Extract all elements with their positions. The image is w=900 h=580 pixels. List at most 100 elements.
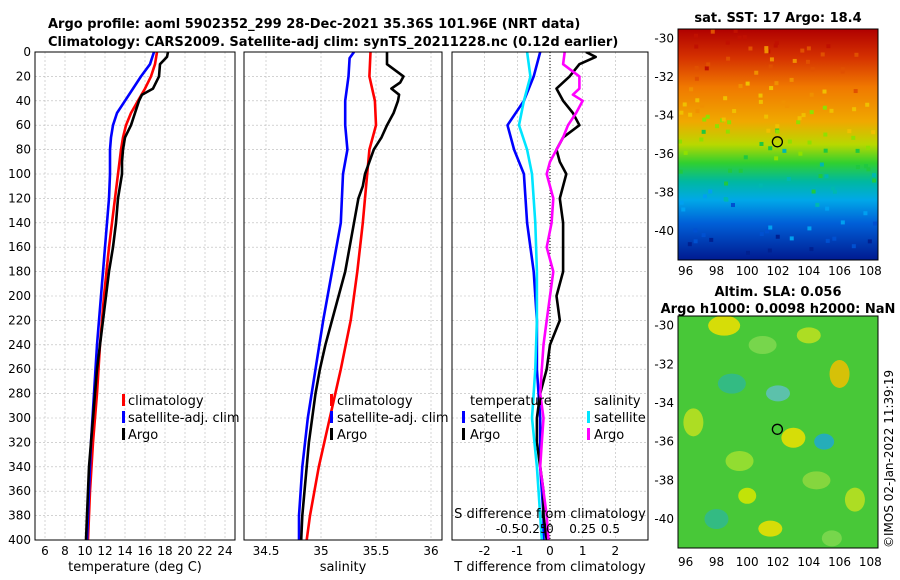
sst-cell <box>840 69 845 74</box>
y-tick-label: 380 <box>8 509 31 523</box>
series-line-climatology <box>305 52 378 540</box>
lon-tick-label: 96 <box>678 555 693 569</box>
sst-cell <box>824 174 829 179</box>
lon-tick-label: 98 <box>709 555 724 569</box>
x-tick-label: 18 <box>157 544 172 558</box>
salinity-axes-box <box>243 51 443 541</box>
sst-cell <box>805 59 810 64</box>
sst-cell <box>694 33 699 38</box>
lon-tick-label: 100 <box>736 264 759 278</box>
temperature-axes-box <box>34 51 236 541</box>
lat-tick-label: -30 <box>654 32 674 46</box>
y-tick-label: 40 <box>16 94 31 108</box>
temperature-tick-labels: 6 8 10 12 14 16 18 20 22 24 <box>41 544 232 558</box>
lat-tick-label: -32 <box>654 70 674 84</box>
sst-cell <box>807 140 812 145</box>
sst-cell <box>767 248 772 253</box>
lon-tick-label: 100 <box>736 555 759 569</box>
sst-cell <box>702 194 707 199</box>
sst-cell <box>826 44 831 49</box>
sst-cell <box>807 226 812 231</box>
sst-cell <box>678 169 683 174</box>
sla-map-tick-labels: 96 98 100 102 104 106 108 -30 -32 -34 -36 -38 -40 <box>654 319 881 569</box>
sst-cell <box>768 64 773 69</box>
sst-cell <box>737 35 742 40</box>
y-tick-label: 120 <box>8 191 31 205</box>
y-tick-label: 260 <box>8 362 31 376</box>
sst-cell <box>785 103 790 108</box>
sst-cell <box>832 189 837 194</box>
sst-cell <box>782 148 787 153</box>
sst-cell <box>867 239 872 244</box>
y-tick-label: 60 <box>16 118 31 132</box>
sst-cell <box>832 236 837 241</box>
sst-cell <box>825 238 830 243</box>
legend-label-s-satellite: satellite <box>594 411 646 426</box>
y-tick-label: 80 <box>16 143 31 157</box>
sst-cell <box>866 167 871 172</box>
sla-anomaly-blob <box>708 316 741 336</box>
temperature-grid <box>35 51 235 541</box>
legend-label-s-argo: Argo <box>594 428 624 443</box>
sst-cell <box>847 129 852 134</box>
sst-cell <box>758 93 763 98</box>
sla-anomaly-blob <box>781 427 806 448</box>
x-tick-label: 36 <box>423 544 438 558</box>
series-line-argo <box>84 52 170 540</box>
x-tick-label: 0 <box>546 544 554 558</box>
sst-cell <box>742 35 747 40</box>
x-tick-label: 35.5 <box>363 544 390 558</box>
sst-cell <box>774 156 779 161</box>
y-tick-label: 280 <box>8 387 31 401</box>
legend-swatch-satellite-adj <box>122 411 125 423</box>
y-tick-label: 400 <box>8 533 31 547</box>
sla-anomaly-blob <box>796 327 821 344</box>
sst-cell <box>871 130 876 135</box>
sst-cell <box>872 173 877 178</box>
sst-cell <box>694 44 699 49</box>
sst-cell <box>863 211 868 216</box>
legend-label-argo: Argo <box>337 428 367 443</box>
lon-tick-label: 102 <box>767 264 790 278</box>
sst-cell <box>818 174 823 179</box>
sst-cell <box>733 29 738 34</box>
s-tick-label: 0.25 <box>569 522 596 536</box>
sst-cell <box>798 151 803 156</box>
sla-map-title-line1: Altim. SLA: 0.056 <box>715 285 842 300</box>
x-tick-label: 6 <box>41 544 49 558</box>
sst-cell <box>699 137 704 142</box>
sst-cell <box>851 244 856 249</box>
figure-title-line1: Argo profile: aoml 5902352_299 28-Dec-20… <box>48 17 580 32</box>
series-line-salinity-satellite <box>517 52 544 540</box>
y-tick-label: 320 <box>8 435 31 449</box>
y-tick-label: 220 <box>8 313 31 327</box>
legend-label-climatology: climatology <box>337 394 413 409</box>
sst-cell <box>745 250 750 255</box>
lat-tick-label: -40 <box>654 512 674 526</box>
lat-tick-label: -40 <box>654 224 674 238</box>
sst-cell <box>774 81 779 86</box>
sst-cell <box>700 103 705 108</box>
x-tick-label: 1 <box>579 544 587 558</box>
sst-cell <box>819 162 824 167</box>
sst-cell <box>708 189 713 194</box>
lon-tick-label: 108 <box>859 555 882 569</box>
sst-cell <box>768 146 773 151</box>
t-difference-xlabel: T difference from climatology <box>453 560 646 575</box>
sla-anomaly-blob <box>717 373 746 394</box>
sst-cell <box>766 128 771 133</box>
sst-cell <box>797 116 802 121</box>
s-tick-label: -0.5 <box>496 522 519 536</box>
sst-map-title: sat. SST: 17 Argo: 18.4 <box>694 11 861 26</box>
sst-cell <box>726 56 731 61</box>
imos-timestamp: ©IMOS 02-Jan-2022 11:39:19 <box>882 370 896 548</box>
sst-cell <box>809 110 814 115</box>
sla-anomaly-blob <box>758 520 783 537</box>
sst-cell <box>809 247 814 252</box>
sst-cell <box>829 108 834 113</box>
sst-cell <box>872 221 877 226</box>
s-tick-label: 0 <box>546 522 554 536</box>
sst-cell <box>822 89 827 94</box>
sst-cell <box>721 117 726 122</box>
y-tick-label: 140 <box>8 216 31 230</box>
